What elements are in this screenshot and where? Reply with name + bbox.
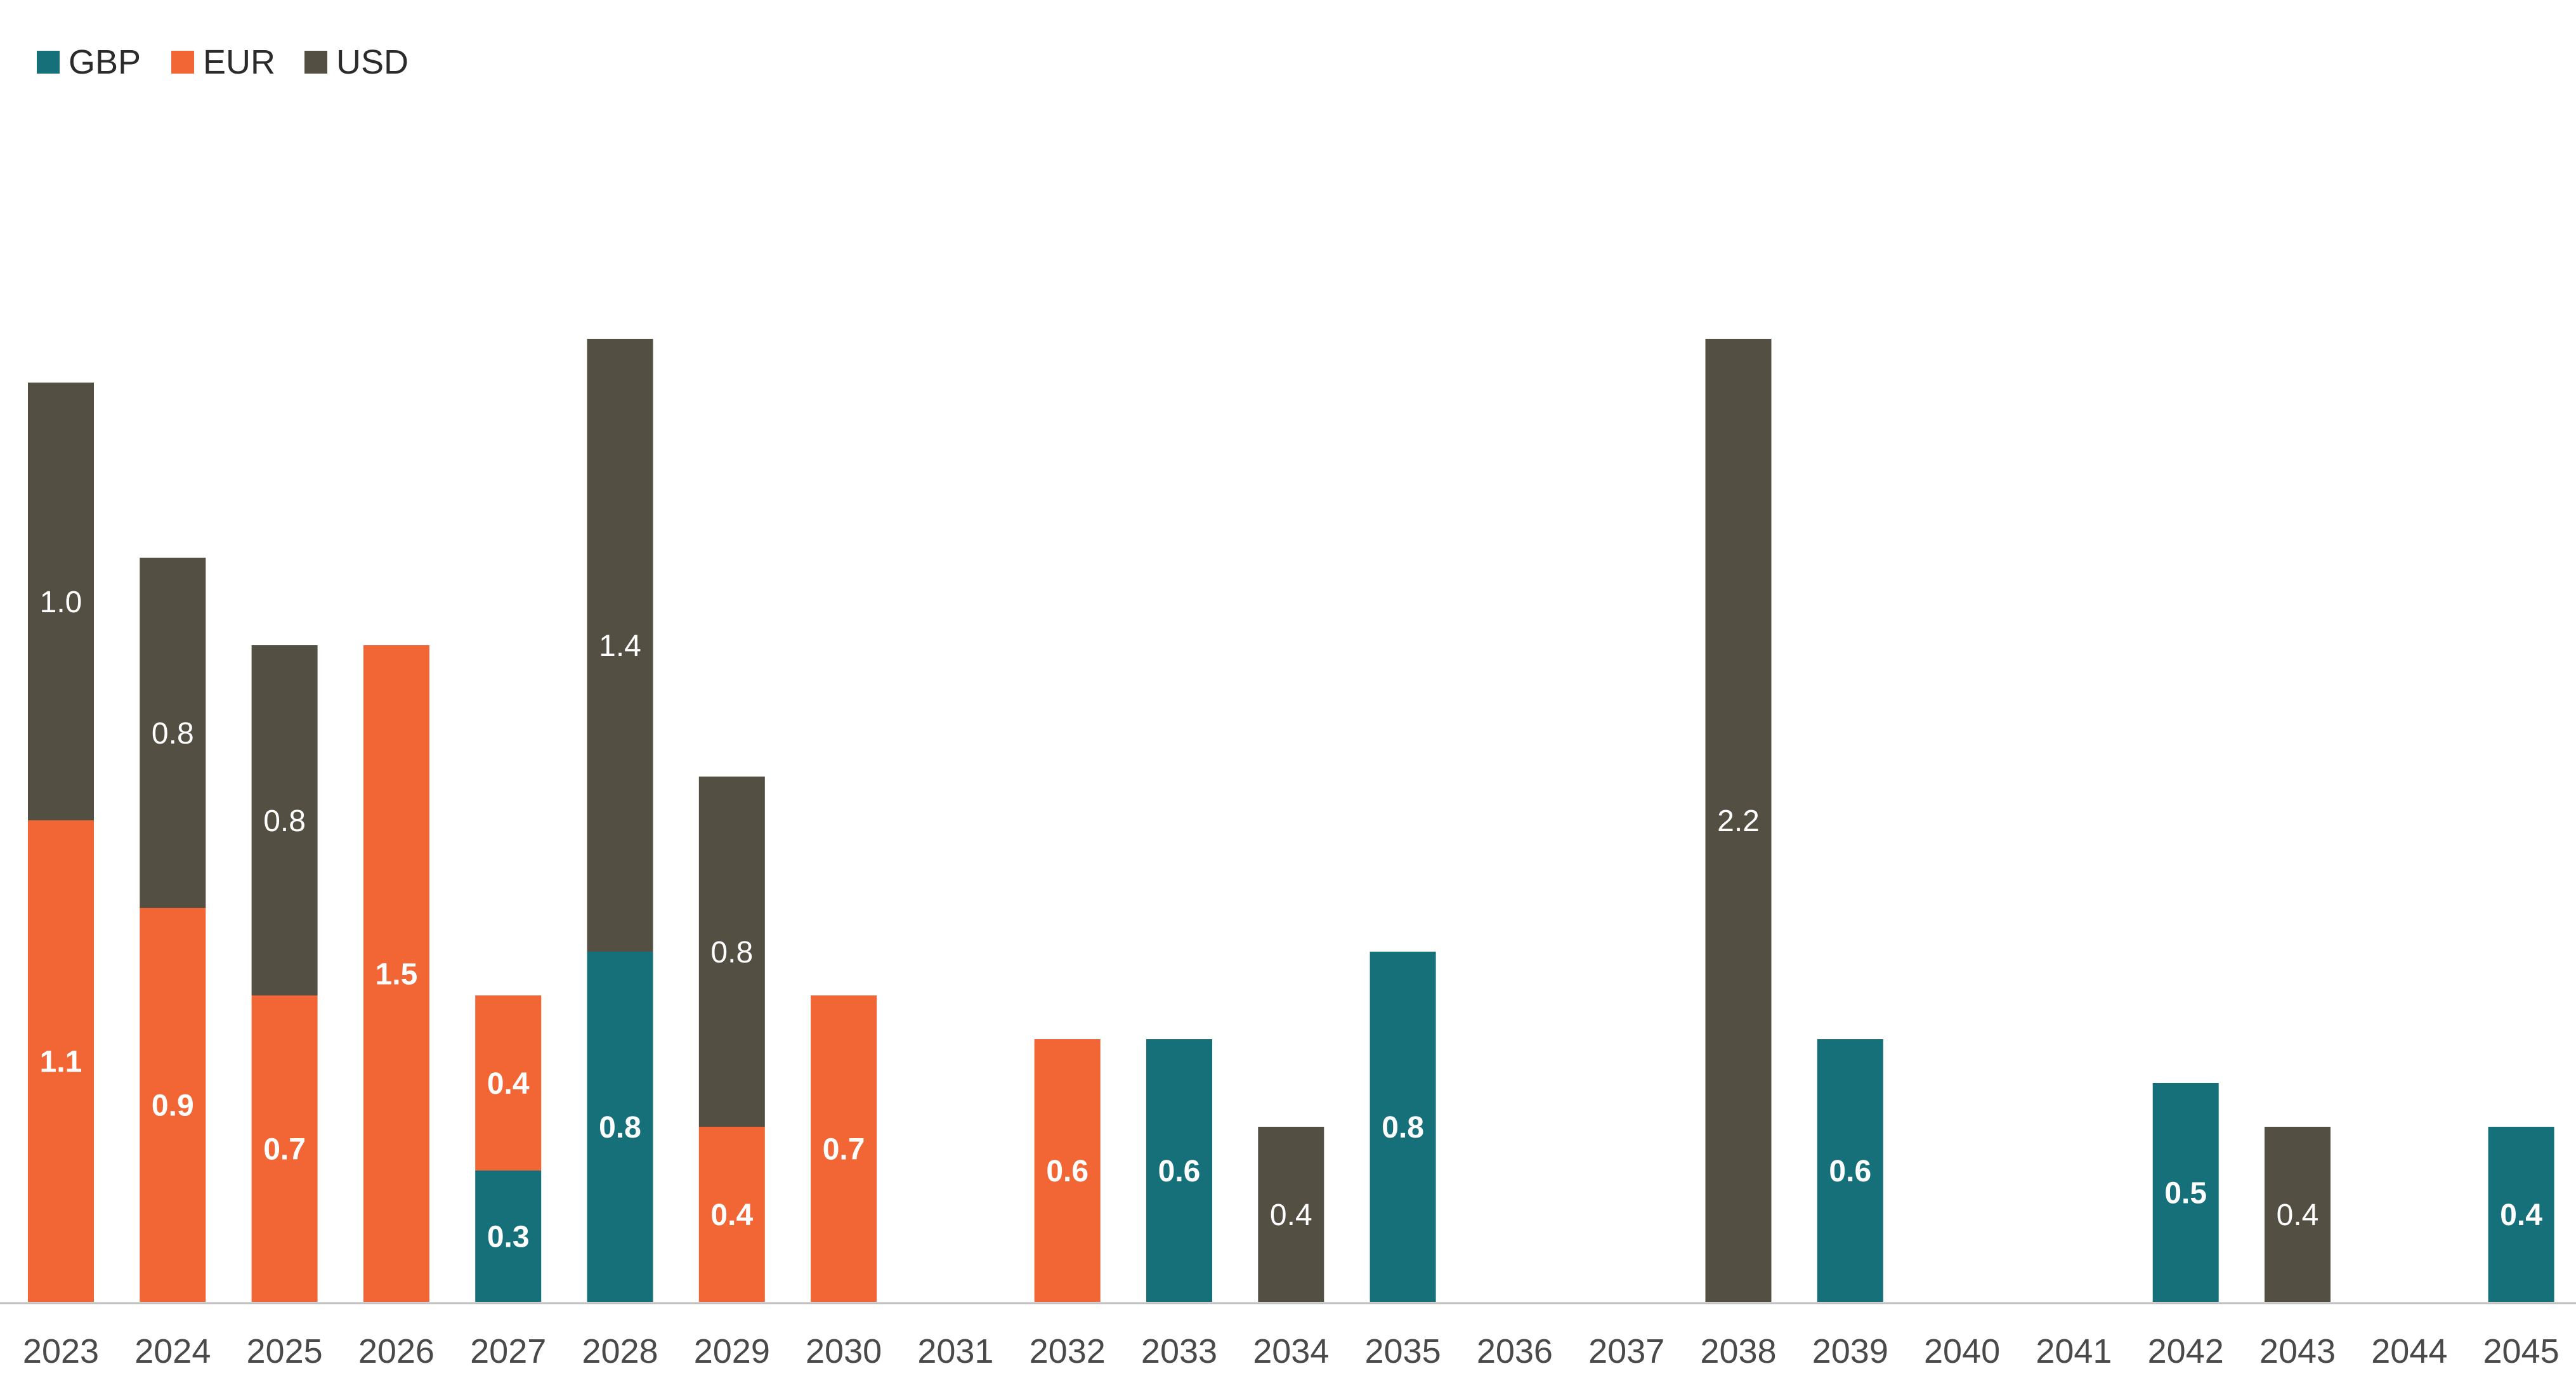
bars-group [28, 339, 2554, 1302]
legend-swatch-gbp [37, 51, 60, 74]
x-tick-label-2044: 2044 [2371, 1332, 2447, 1370]
x-tick-label-2035: 2035 [1365, 1332, 1441, 1370]
x-tick-label-2032: 2032 [1030, 1332, 1106, 1370]
data-label-usd-2024: 0.8 [152, 717, 194, 751]
data-label-eur-2030: 0.7 [823, 1133, 865, 1167]
bar-usd-2034 [1258, 1127, 1324, 1302]
bar-usd-2029 [698, 777, 765, 1127]
bar-usd-2043 [2265, 1127, 2331, 1302]
bar-usd-2025 [251, 645, 318, 995]
data-label-usd-2029: 0.8 [710, 936, 753, 969]
bar-gbp-2028 [587, 952, 653, 1302]
bar-usd-2028 [587, 339, 653, 952]
bar-gbp-2027 [475, 1171, 542, 1302]
bar-eur-2026 [363, 645, 429, 1302]
data-label-gbp-2045: 0.4 [2500, 1198, 2542, 1232]
x-tick-label-2026: 2026 [358, 1332, 435, 1370]
x-tick-label-2041: 2041 [2036, 1332, 2112, 1370]
x-tick-label-2037: 2037 [1588, 1332, 1664, 1370]
bar-eur-2030 [811, 995, 877, 1302]
bar-eur-2029 [698, 1127, 765, 1302]
bar-usd-2038 [1705, 339, 1772, 1302]
bar-gbp-2042 [2152, 1083, 2219, 1302]
x-tick-label-2045: 2045 [2483, 1332, 2560, 1370]
legend-swatch-usd [304, 51, 327, 74]
data-label-eur-2024: 0.9 [152, 1089, 194, 1123]
x-tick-label-2025: 2025 [247, 1332, 323, 1370]
data-label-eur-2026: 1.5 [376, 958, 418, 992]
x-axis-tick-labels: 2023 2024 2025 2026 2027 2028 2029 2030 2031 2032… [23, 1332, 2560, 1370]
x-tick-label-2030: 2030 [806, 1332, 882, 1370]
bar-eur-2023 [28, 820, 94, 1302]
legend-label-eur: EUR [203, 43, 275, 81]
data-label-usd-2034: 0.4 [1270, 1198, 1312, 1232]
bar-eur-2024 [140, 908, 206, 1302]
bar-gbp-2045 [2488, 1127, 2554, 1302]
bar-usd-2023 [28, 383, 94, 820]
data-label-eur-2027: 0.4 [487, 1067, 530, 1101]
bar-eur-2027 [475, 995, 542, 1171]
x-tick-label-2024: 2024 [134, 1332, 211, 1370]
data-label-usd-2025: 0.8 [263, 804, 306, 838]
value-labels-group: 1.1 1.0 0.9 0.8 0.7 0.8 1.5 0.3 0.4 0.8 1.4 0.4 0.8 0… [40, 586, 2543, 1254]
data-label-usd-2043: 0.4 [2277, 1198, 2319, 1232]
bar-eur-2032 [1034, 1039, 1101, 1302]
x-tick-label-2031: 2031 [917, 1332, 993, 1370]
bar-gbp-2039 [1817, 1039, 1883, 1302]
bar-gbp-2035 [1370, 952, 1436, 1302]
x-tick-label-2029: 2029 [694, 1332, 770, 1370]
x-tick-label-2039: 2039 [1812, 1332, 1888, 1370]
x-tick-label-2023: 2023 [23, 1332, 99, 1370]
x-tick-label-2038: 2038 [1700, 1332, 1776, 1370]
x-tick-label-2027: 2027 [470, 1332, 546, 1370]
legend-label-gbp: GBP [69, 43, 141, 81]
data-label-gbp-2028: 0.8 [599, 1111, 641, 1145]
data-label-usd-2028: 1.4 [599, 629, 641, 663]
data-label-usd-2038: 2.2 [1717, 804, 1760, 838]
data-label-gbp-2039: 0.6 [1829, 1155, 1871, 1188]
data-label-eur-2023: 1.1 [40, 1046, 82, 1079]
data-label-usd-2023: 1.0 [40, 586, 82, 619]
x-tick-label-2036: 2036 [1477, 1332, 1553, 1370]
legend-swatch-eur [171, 51, 194, 74]
x-tick-label-2043: 2043 [2259, 1332, 2336, 1370]
data-label-eur-2029: 0.4 [710, 1198, 753, 1232]
bar-gbp-2033 [1146, 1039, 1212, 1302]
bar-eur-2025 [251, 995, 318, 1302]
data-label-gbp-2033: 0.6 [1158, 1155, 1201, 1188]
legend-label-usd: USD [336, 43, 409, 81]
bar-usd-2024 [140, 558, 206, 908]
data-label-eur-2025: 0.7 [263, 1133, 306, 1167]
legend: GBP EUR USD [37, 43, 409, 81]
data-label-gbp-2042: 0.5 [2164, 1177, 2207, 1211]
x-tick-label-2028: 2028 [582, 1332, 658, 1370]
x-tick-label-2042: 2042 [2148, 1332, 2224, 1370]
x-tick-label-2033: 2033 [1141, 1332, 1217, 1370]
data-label-gbp-2027: 0.3 [487, 1221, 530, 1254]
x-tick-label-2034: 2034 [1253, 1332, 1329, 1370]
x-tick-label-2040: 2040 [1924, 1332, 2000, 1370]
data-label-gbp-2035: 0.8 [1382, 1111, 1424, 1145]
data-label-eur-2032: 0.6 [1046, 1155, 1089, 1188]
